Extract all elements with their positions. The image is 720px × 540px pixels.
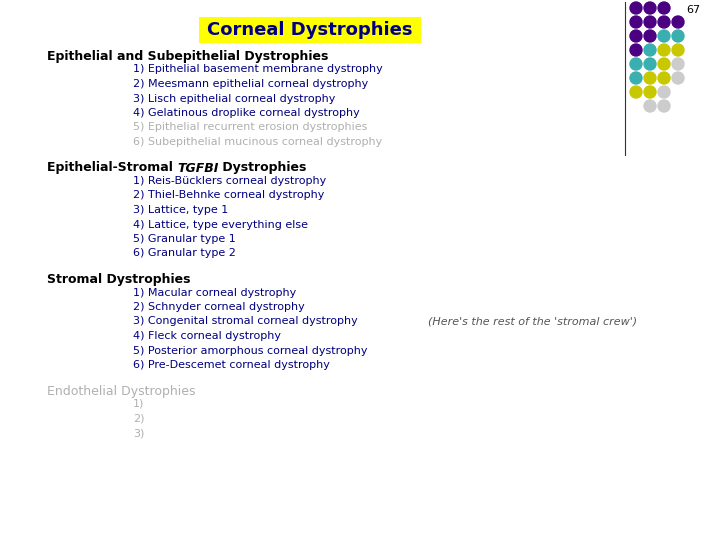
Text: 4) Gelatinous droplike corneal dystrophy: 4) Gelatinous droplike corneal dystrophy bbox=[133, 108, 360, 118]
Circle shape bbox=[644, 100, 656, 112]
Circle shape bbox=[644, 2, 656, 14]
Text: (Here's the rest of the 'stromal crew'): (Here's the rest of the 'stromal crew') bbox=[428, 316, 637, 327]
Text: 2) Schnyder corneal dystrophy: 2) Schnyder corneal dystrophy bbox=[133, 302, 305, 312]
Text: 4) Lattice, type everything else: 4) Lattice, type everything else bbox=[133, 219, 308, 230]
Circle shape bbox=[658, 100, 670, 112]
Circle shape bbox=[672, 72, 684, 84]
Text: 1): 1) bbox=[133, 399, 145, 409]
Circle shape bbox=[672, 30, 684, 42]
Circle shape bbox=[658, 72, 670, 84]
Text: 5) Granular type 1: 5) Granular type 1 bbox=[133, 234, 236, 244]
Circle shape bbox=[644, 30, 656, 42]
Text: 6) Subepithelial mucinous corneal dystrophy: 6) Subepithelial mucinous corneal dystro… bbox=[133, 137, 382, 147]
Text: 2) Meesmann epithelial corneal dystrophy: 2) Meesmann epithelial corneal dystrophy bbox=[133, 79, 369, 89]
Text: Stromal Dystrophies: Stromal Dystrophies bbox=[47, 273, 190, 286]
Circle shape bbox=[630, 2, 642, 14]
Circle shape bbox=[630, 30, 642, 42]
Text: 4) Fleck corneal dystrophy: 4) Fleck corneal dystrophy bbox=[133, 331, 282, 341]
Text: 1) Macular corneal dystrophy: 1) Macular corneal dystrophy bbox=[133, 287, 297, 298]
Circle shape bbox=[672, 44, 684, 56]
Circle shape bbox=[644, 58, 656, 70]
Text: 1) Epithelial basement membrane dystrophy: 1) Epithelial basement membrane dystroph… bbox=[133, 64, 383, 75]
Text: Dystrophies: Dystrophies bbox=[218, 161, 307, 174]
Text: Epithelial and Subepithelial Dystrophies: Epithelial and Subepithelial Dystrophies bbox=[47, 50, 328, 63]
Circle shape bbox=[658, 2, 670, 14]
Text: Epithelial-Stromal: Epithelial-Stromal bbox=[47, 161, 177, 174]
Circle shape bbox=[630, 16, 642, 28]
Text: Endothelial Dystrophies: Endothelial Dystrophies bbox=[47, 384, 195, 397]
Circle shape bbox=[672, 16, 684, 28]
FancyBboxPatch shape bbox=[199, 17, 420, 43]
Text: 2): 2) bbox=[133, 414, 145, 423]
Circle shape bbox=[658, 86, 670, 98]
Text: 5) Posterior amorphous corneal dystrophy: 5) Posterior amorphous corneal dystrophy bbox=[133, 346, 368, 355]
Circle shape bbox=[644, 16, 656, 28]
Circle shape bbox=[630, 44, 642, 56]
Text: 3) Lisch epithelial corneal dystrophy: 3) Lisch epithelial corneal dystrophy bbox=[133, 93, 336, 104]
Circle shape bbox=[672, 58, 684, 70]
Circle shape bbox=[644, 86, 656, 98]
Text: TGFBI: TGFBI bbox=[177, 161, 218, 174]
Circle shape bbox=[630, 58, 642, 70]
Text: 6) Granular type 2: 6) Granular type 2 bbox=[133, 248, 236, 259]
Circle shape bbox=[658, 58, 670, 70]
Text: 67: 67 bbox=[686, 5, 700, 15]
Circle shape bbox=[630, 72, 642, 84]
Text: 3) Congenital stromal corneal dystrophy: 3) Congenital stromal corneal dystrophy bbox=[133, 316, 358, 327]
Text: Corneal Dystrophies: Corneal Dystrophies bbox=[207, 21, 413, 39]
Text: 1) Reis-Bücklers corneal dystrophy: 1) Reis-Bücklers corneal dystrophy bbox=[133, 176, 326, 186]
Text: 6) Pre-Descemet corneal dystrophy: 6) Pre-Descemet corneal dystrophy bbox=[133, 360, 330, 370]
Text: 3): 3) bbox=[133, 428, 145, 438]
Circle shape bbox=[658, 30, 670, 42]
Text: 2) Thiel-Behnke corneal dystrophy: 2) Thiel-Behnke corneal dystrophy bbox=[133, 191, 325, 200]
Circle shape bbox=[644, 72, 656, 84]
Circle shape bbox=[658, 44, 670, 56]
Circle shape bbox=[630, 86, 642, 98]
Circle shape bbox=[644, 44, 656, 56]
Text: 3) Lattice, type 1: 3) Lattice, type 1 bbox=[133, 205, 228, 215]
Circle shape bbox=[658, 16, 670, 28]
Text: 5) Epithelial recurrent erosion dystrophies: 5) Epithelial recurrent erosion dystroph… bbox=[133, 123, 368, 132]
